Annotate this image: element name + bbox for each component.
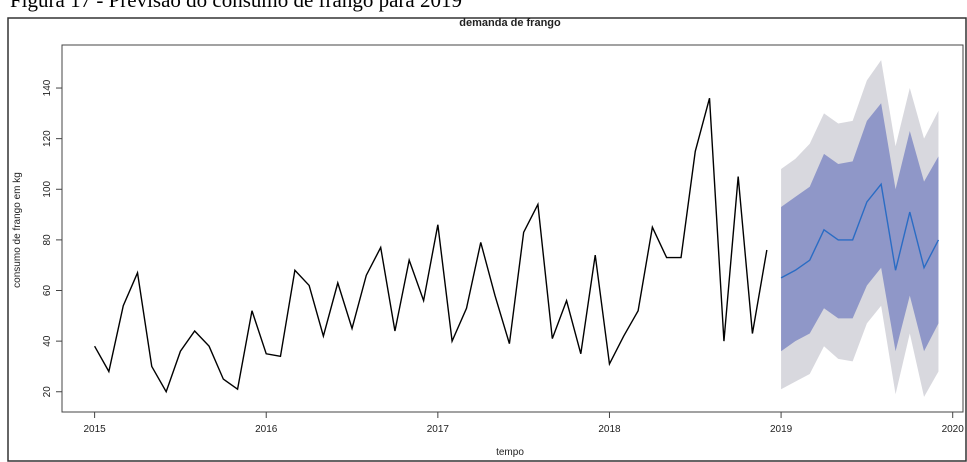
y-tick-label: 20 bbox=[42, 386, 53, 398]
chart-title: demanda de frango bbox=[459, 17, 561, 29]
y-tick-label: 80 bbox=[42, 234, 53, 246]
y-tick-label: 40 bbox=[42, 335, 53, 347]
y-tick-label: 100 bbox=[42, 180, 53, 197]
x-tick-label: 2016 bbox=[255, 424, 278, 435]
x-tick-label: 2015 bbox=[83, 424, 106, 435]
y-tick-label: 60 bbox=[42, 285, 53, 297]
x-tick-label: 2017 bbox=[427, 424, 450, 435]
forecast-line bbox=[780, 182, 940, 279]
y-tick-label: 140 bbox=[42, 79, 53, 96]
frame bbox=[7, 17, 967, 462]
y-tick-label: 120 bbox=[42, 130, 53, 147]
x-tick-label: 2019 bbox=[770, 424, 793, 435]
y-axis-label: consumo de frango em kg bbox=[12, 172, 23, 288]
x-tick-label: 2020 bbox=[942, 424, 965, 435]
caption: Figura 17 - Previsão do consumo de frang… bbox=[10, 0, 462, 12]
band-80 bbox=[781, 103, 939, 352]
x-axis-label: tempo bbox=[496, 447, 524, 458]
observed-line bbox=[93, 97, 768, 394]
plot-box bbox=[61, 44, 964, 413]
x-tick-label: 2018 bbox=[598, 424, 621, 435]
